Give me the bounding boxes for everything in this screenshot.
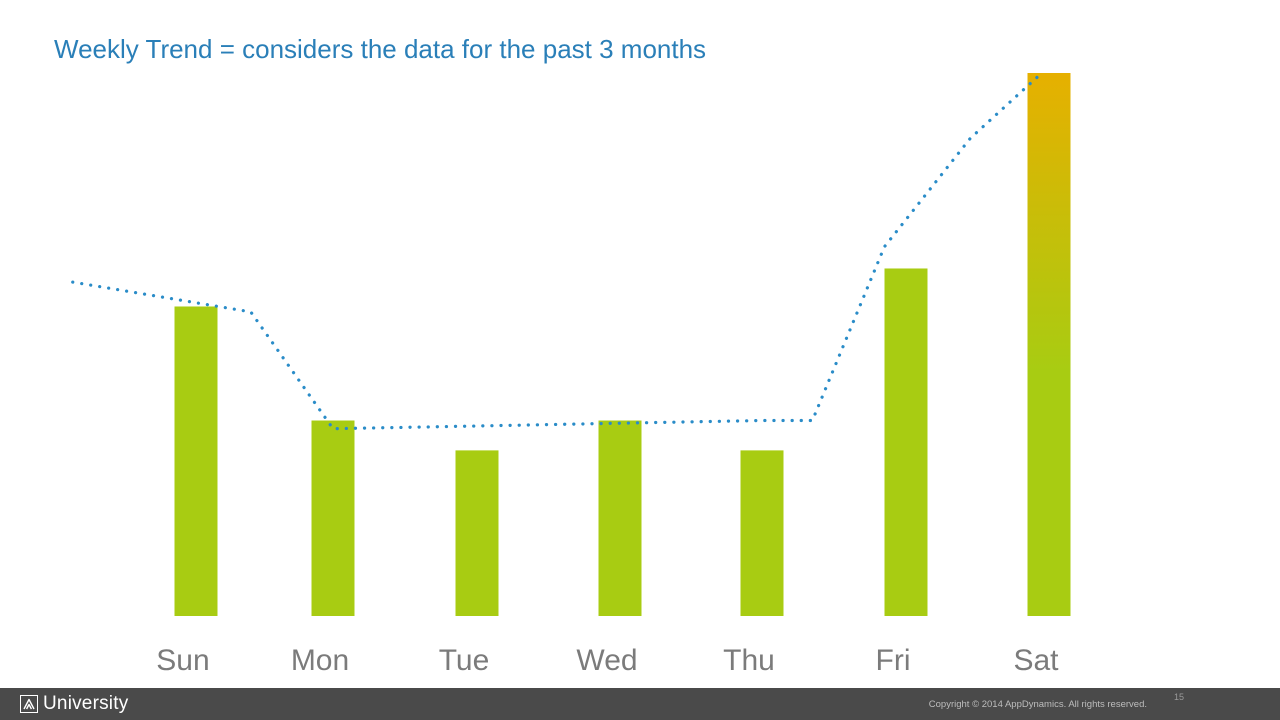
footer-bar: University Copyright © 2014 AppDynamics.…: [0, 688, 1280, 720]
category-label-wed: Wed: [576, 644, 637, 677]
category-label-sat: Sat: [1013, 644, 1059, 677]
page-number: 15: [1174, 692, 1185, 702]
bar-tue: [455, 450, 499, 616]
bar-sun: [174, 306, 218, 616]
bar-thu: [740, 450, 784, 616]
bar-fri: [884, 268, 928, 616]
bar-mon: [311, 420, 355, 616]
university-logo: University: [20, 693, 128, 715]
bars-group: [174, 73, 1071, 616]
category-labels-group: Sun Mon Tue Wed Thu Fri Sat: [156, 644, 1059, 677]
brand-label: University: [43, 693, 129, 714]
category-label-fri: Fri: [876, 644, 911, 677]
appdynamics-logo-icon: [20, 695, 38, 713]
category-label-tue: Tue: [439, 644, 490, 677]
category-label-sun: Sun: [156, 644, 209, 677]
weekly-trend-chart: Sun Mon Tue Wed Thu Fri Sat: [71, 71, 1071, 677]
bar-wed: [598, 420, 642, 616]
bar-sat: [1027, 73, 1071, 616]
copyright-text: Copyright © 2014 AppDynamics. All rights…: [928, 699, 1147, 710]
category-label-thu: Thu: [723, 644, 775, 677]
slide-title: Weekly Trend = considers the data for th…: [54, 34, 707, 64]
trend-line: [71, 71, 1044, 431]
category-label-mon: Mon: [291, 644, 349, 677]
trend-line-group: [71, 71, 1044, 431]
